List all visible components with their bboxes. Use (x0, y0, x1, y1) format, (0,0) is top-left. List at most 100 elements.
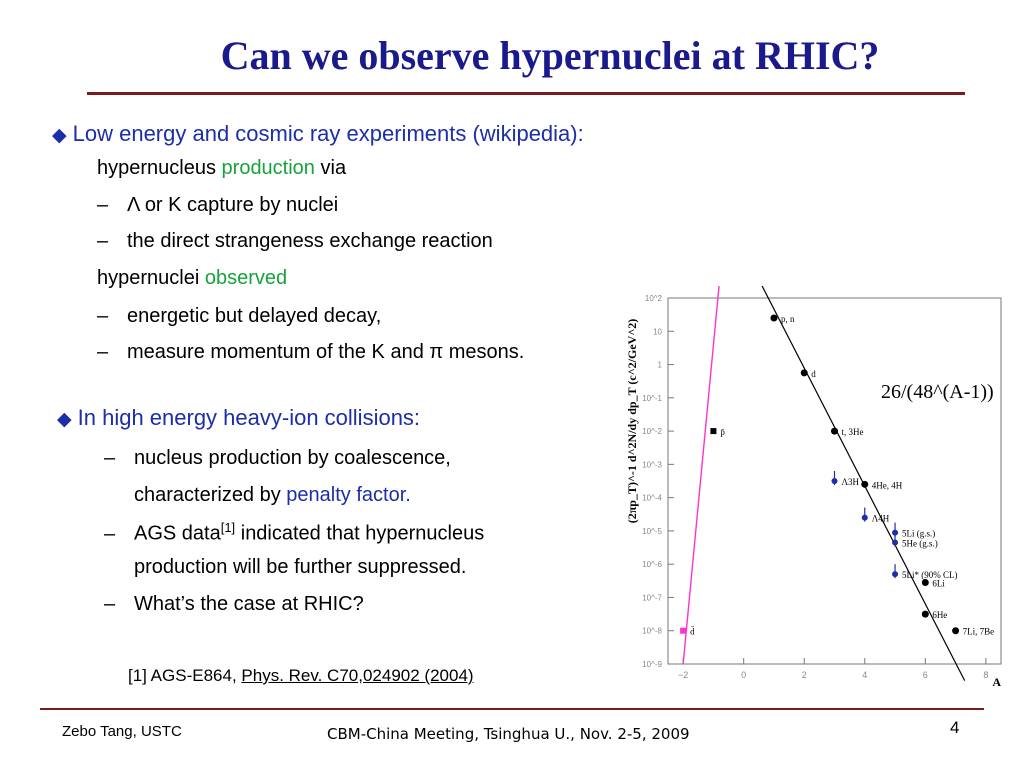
y-tick-label: 10^2 (645, 294, 663, 303)
observed-prefix: hypernuclei (97, 267, 205, 289)
dash-bullet: – (104, 522, 116, 545)
y-tick-label: 10^-1 (642, 394, 662, 403)
y-tick-label: 10^-9 (642, 660, 662, 669)
page-number: 4 (950, 718, 960, 737)
data-point (831, 427, 838, 435)
data-point (800, 369, 808, 377)
list-item-text: nucleus production by coalescence, (134, 447, 451, 469)
ags-suffix: indicated that hypernucleus (235, 522, 485, 545)
point-label: p̄ (720, 427, 725, 437)
list-item-text: energetic but delayed decay, (127, 305, 382, 327)
y-tick-label: 10^-2 (642, 427, 662, 436)
point-label: 4He, 4H (872, 480, 903, 490)
point-label: 6He (932, 610, 947, 620)
data-point (892, 571, 899, 578)
penalty-highlight: penalty factor. (286, 484, 411, 506)
title-divider (87, 92, 965, 95)
point-label: p, n (781, 314, 795, 324)
data-point (831, 478, 838, 484)
dash-bullet: – (97, 305, 109, 327)
list-item: – AGS data[1] indicated that hypernucleus (104, 520, 484, 546)
list-item: – energetic but delayed decay, (97, 305, 381, 328)
list-item-continuation: characterized by penalty factor. (134, 484, 411, 507)
y-tick-label: 10^-5 (642, 527, 662, 536)
reference: [1] AGS-E864, Phys. Rev. C70,024902 (200… (128, 666, 474, 686)
yield-chart: −2 0 2 4 6 8 10^2 10 1 10^-1 10^-2 10^-3 10^-4 10^-5 1… (625, 286, 1002, 686)
y-tick-label: 10^-4 (642, 494, 662, 503)
footer-event: CBM-China Meeting, Tsinghua U., Nov. 2-5… (327, 725, 690, 743)
production-suffix: via (314, 157, 347, 179)
section2-heading: In high energy heavy-ion collisions: (77, 405, 421, 430)
observed-line: hypernuclei observed (97, 267, 287, 290)
production-line: hypernucleus production via (97, 157, 346, 180)
observed-highlight: observed (204, 267, 288, 289)
y-tick-label: 10 (653, 327, 662, 336)
point-label: 5Li* (90% CL) (902, 570, 958, 580)
antimatter-fit-line (682, 286, 720, 665)
plot-frame (667, 297, 1002, 665)
production-highlight: production (221, 157, 315, 179)
list-item-text: What’s the case at RHIC? (134, 593, 364, 615)
point-label: 5He (g.s.) (902, 539, 938, 549)
production-prefix: hypernucleus (97, 157, 222, 179)
data-point (921, 578, 929, 586)
point-label: d (811, 369, 816, 379)
list-item: – What’s the case at RHIC? (104, 593, 364, 616)
citation-superscript: [1] (220, 520, 236, 535)
x-tick-label: 4 (862, 670, 867, 680)
reference-link[interactable]: Phys. Rev. C70,024902 (2004) (241, 666, 474, 685)
dash-bullet: – (104, 593, 116, 615)
data-point (770, 314, 778, 322)
list-item-continuation: production will be further suppressed. (134, 556, 467, 578)
x-tick-label: 2 (802, 670, 807, 680)
data-point (921, 610, 929, 618)
data-point (861, 480, 869, 488)
list-item: – measure momentum of the K and π mesons. (97, 341, 524, 364)
point-label: Λ4H (872, 514, 890, 524)
diamond-bullet-icon: ◆ (57, 409, 72, 430)
x-tick-label: 6 (923, 670, 928, 680)
point-label: 7Li, 7Be (963, 627, 995, 637)
penalty-prefix: characterized by (134, 484, 287, 506)
x-tick-label: 0 (741, 670, 746, 680)
section1-heading-row: ◆ Low energy and cosmic ray experiments (… (52, 121, 584, 147)
dash-bullet: – (97, 341, 109, 363)
y-tick-label: 10^-7 (642, 593, 662, 602)
list-item: – nucleus production by coalescence, (104, 447, 451, 470)
section2-heading-row: ◆ In high energy heavy-ion collisions: (57, 405, 420, 431)
x-tick-label: 8 (983, 670, 988, 680)
y-tick-label: 10^-6 (642, 560, 662, 569)
chart-layer: −2 0 2 4 6 8 10^2 10 1 10^-1 10^-2 10^-3 10^-4 10^-5 1… (625, 286, 1002, 686)
data-point (892, 539, 899, 546)
y-axis-label: (2πp_T)^-1 d^2N/dy dp_T (c^2/GeV^2) (625, 319, 639, 524)
penalty-formula: 26/(48^(A-1)) (881, 381, 994, 403)
slide-title: Can we observe hypernuclei at RHIC? (220, 33, 880, 78)
data-point (952, 627, 960, 635)
point-label: 6Li (932, 578, 945, 588)
x-tick-label: −2 (678, 670, 688, 680)
diamond-bullet-icon: ◆ (52, 125, 67, 146)
point-label: t, 3He (842, 427, 864, 437)
dash-bullet: – (104, 447, 116, 469)
list-item-text: measure momentum of the K and π mesons. (127, 341, 525, 363)
list-item-text: Λ or K capture by nuclei (127, 194, 339, 216)
y-tick-label: 10^-8 (642, 627, 662, 636)
footer-author: Zebo Tang, USTC (62, 723, 182, 740)
section1-heading: Low energy and cosmic ray experiments (w… (72, 121, 584, 146)
list-item: – Λ or K capture by nuclei (97, 194, 338, 217)
point-label: Λ3H (842, 477, 860, 487)
dash-bullet: – (97, 194, 109, 216)
list-item: – the direct strangeness exchange reactio… (97, 230, 493, 253)
matter-fit-line (761, 286, 966, 681)
point-label: d̄ (690, 627, 695, 637)
reference-prefix: [1] AGS-E864, (128, 666, 242, 685)
point-label: 5Li (g.s.) (902, 529, 935, 539)
y-tick-label: 1 (658, 361, 663, 370)
y-tick-label: 10^-3 (642, 460, 662, 469)
data-point (680, 627, 687, 634)
list-item-text: the direct strangeness exchange reaction (127, 230, 493, 252)
x-axis-label: A (992, 675, 1001, 686)
data-point (710, 428, 717, 435)
data-point (861, 514, 868, 521)
footer-divider (40, 708, 984, 710)
